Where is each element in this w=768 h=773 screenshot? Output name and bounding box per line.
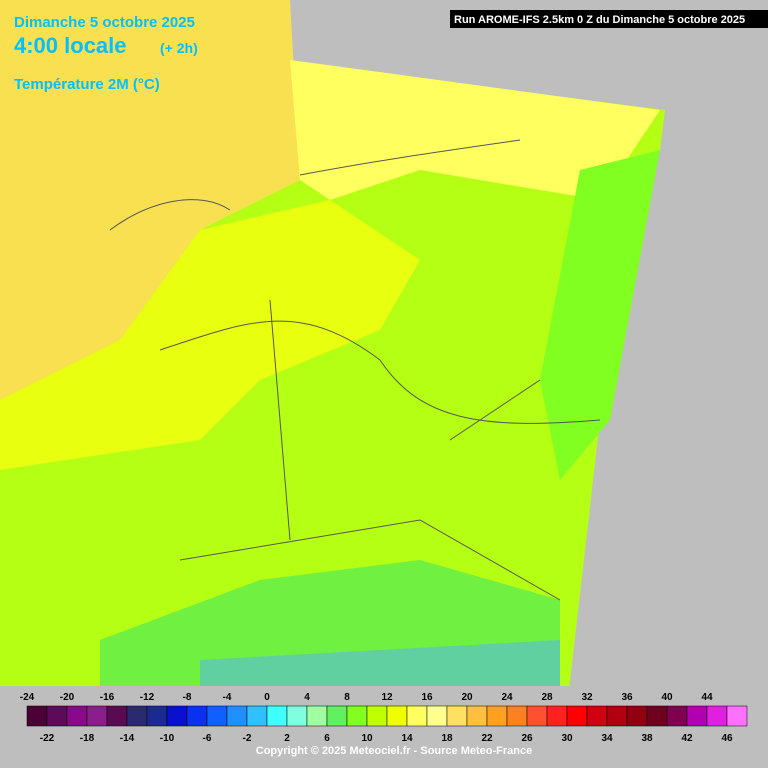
colorbar-label: 22 [481, 733, 493, 744]
north-coast-zone [290, 60, 660, 200]
colorbar-cell [226, 705, 248, 727]
colorbar-label: -24 [20, 692, 35, 703]
colorbar-cell [466, 705, 488, 727]
colorbar-cell [706, 705, 728, 727]
colorbar-cell [306, 705, 328, 727]
colorbar-label: -16 [100, 692, 115, 703]
colorbar-label: -20 [60, 692, 75, 703]
colorbar-cell [26, 705, 48, 727]
colorbar-label: 0 [264, 692, 270, 703]
colorbar-cell [506, 705, 528, 727]
colorbar-cell [546, 705, 568, 727]
colorbar-label: 16 [421, 692, 433, 703]
east-zone [540, 150, 660, 480]
colorbar-label: 20 [461, 692, 473, 703]
colorbar-cell [186, 705, 208, 727]
colorbar-label: -14 [120, 733, 135, 744]
run-label-bg [450, 10, 768, 28]
colorbar-label: -22 [40, 733, 55, 744]
colorbar-label: 32 [581, 692, 593, 703]
colorbar-cell [486, 705, 508, 727]
colorbar-cell [206, 705, 228, 727]
variable: Température 2M (°C) [14, 76, 160, 93]
colorbar-label: -6 [203, 733, 212, 744]
colorbar-cell [566, 705, 588, 727]
colorbar-label: 40 [661, 692, 673, 703]
colorbar-cell [686, 705, 708, 727]
colorbar-cell [46, 705, 68, 727]
colorbar-cell [86, 705, 108, 727]
colorbar-cell [326, 705, 348, 727]
borders [109, 139, 601, 601]
colorbar-label: 24 [501, 692, 513, 703]
colorbar-bg [0, 686, 768, 768]
sea-warm-zone [0, 0, 300, 400]
colorbar-cell [406, 705, 428, 727]
date: Dimanche 5 octobre 2025 [14, 14, 195, 31]
colorbar-label: 38 [641, 733, 653, 744]
colorbar-cell [426, 705, 448, 727]
colorbar-label: 14 [401, 733, 413, 744]
colorbar-label: 4 [304, 692, 310, 703]
colorbar-cell [126, 705, 148, 727]
colorbar-label: -4 [223, 692, 232, 703]
colorbar-label: -2 [243, 733, 252, 744]
colorbar-label: 28 [541, 692, 553, 703]
colorbar-cell [106, 705, 128, 727]
colorbar-cell [666, 705, 688, 727]
colorbar-label: 26 [521, 733, 533, 744]
colorbar-cell [266, 705, 288, 727]
colorbar-cell [626, 705, 648, 727]
colorbar-label: 44 [701, 692, 713, 703]
colorbar-cell [526, 705, 548, 727]
time: 4:00 locale [14, 33, 127, 58]
colorbar: -24-22-20-18-16-14-12-10-8-6-4-202468101… [20, 692, 748, 744]
colorbar-cell [386, 705, 408, 727]
colorbar-cell [346, 705, 368, 727]
colorbar-label: 42 [681, 733, 693, 744]
colorbar-label: 10 [361, 733, 373, 744]
colorbar-cell [66, 705, 88, 727]
colorbar-cell [586, 705, 608, 727]
colorbar-cell [246, 705, 268, 727]
colorbar-label: 30 [561, 733, 573, 744]
colorbar-label: 18 [441, 733, 453, 744]
colorbar-label: -8 [183, 692, 192, 703]
colorbar-cell [606, 705, 628, 727]
colorbar-label: -10 [160, 733, 175, 744]
colorbar-cell [366, 705, 388, 727]
colorbar-cell [646, 705, 668, 727]
offset: (+ 2h) [160, 40, 198, 56]
colorbar-label: 8 [344, 692, 350, 703]
colorbar-cell [446, 705, 468, 727]
colorbar-cell [286, 705, 308, 727]
colorbar-label: 46 [721, 733, 733, 744]
colorbar-label: 36 [621, 692, 633, 703]
colorbar-label: -12 [140, 692, 155, 703]
run-label: Run AROME-IFS 2.5km 0 Z du Dimanche 5 oc… [454, 14, 745, 26]
colorbar-label: 6 [324, 733, 330, 744]
colorbar-label: -18 [80, 733, 95, 744]
colorbar-cell [726, 705, 748, 727]
colorbar-cell [166, 705, 188, 727]
colorbar-label: 34 [601, 733, 613, 744]
colorbar-label: 12 [381, 692, 393, 703]
colorbar-cell [146, 705, 168, 727]
copyright: Copyright © 2025 Meteociel.fr - Source M… [256, 745, 532, 757]
alps-zone [200, 640, 560, 700]
west-zone [0, 200, 420, 470]
colorbar-label: 2 [284, 733, 290, 744]
